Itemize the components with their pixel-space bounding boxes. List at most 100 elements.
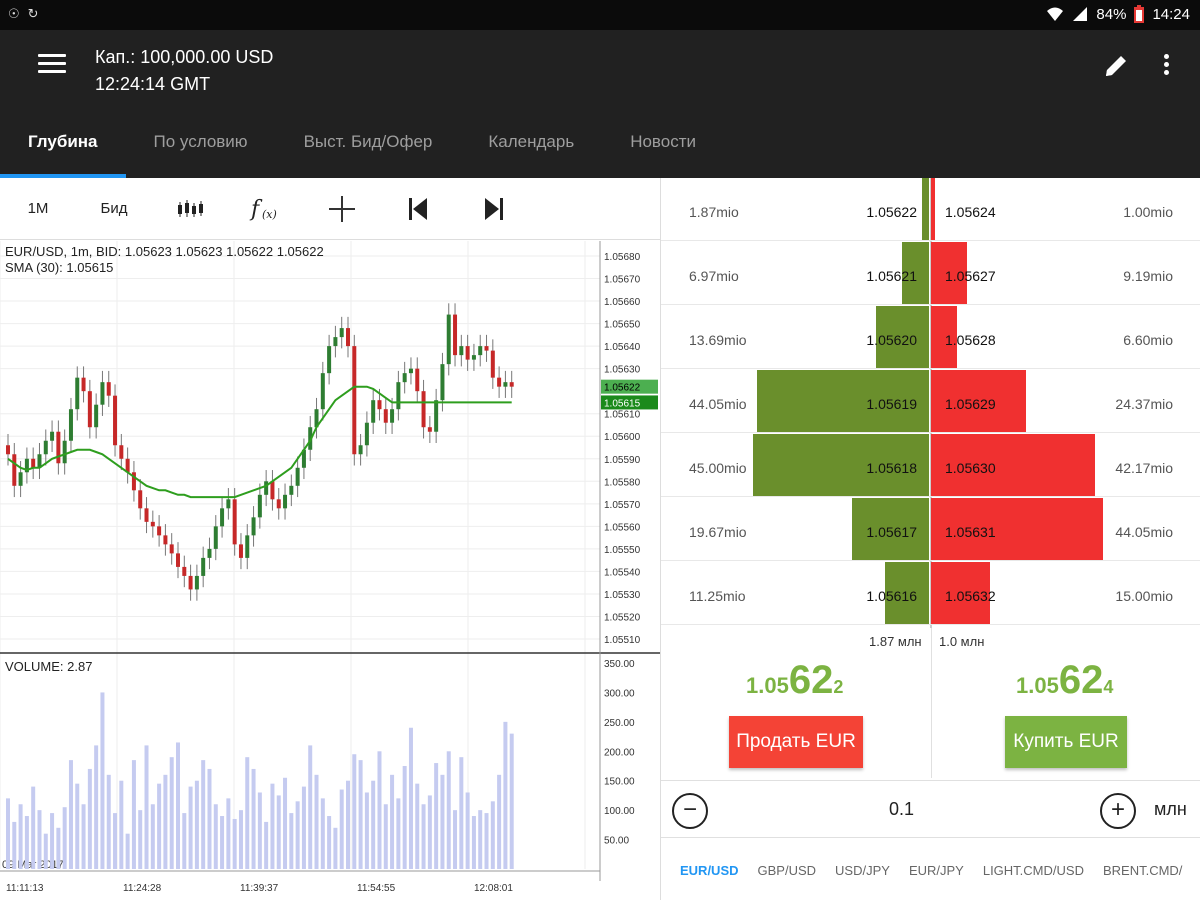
skip-next-icon bbox=[485, 197, 503, 220]
price-chart[interactable]: 1.05680 1.05670 1.05660 1.05650 1.05640 1.056… bbox=[0, 241, 660, 900]
ask-depth-bar bbox=[931, 370, 1026, 432]
bid-price: 1.05619 bbox=[866, 396, 917, 412]
sell-button[interactable]: Продать EUR bbox=[729, 716, 863, 768]
sell-price: 1.05622 bbox=[746, 658, 843, 703]
volume-bar bbox=[478, 810, 483, 869]
pair-usdjpy[interactable]: USD/JPY bbox=[835, 862, 890, 878]
quantity-stepper: − 0.1 + млн bbox=[661, 780, 1200, 838]
menu-button[interactable] bbox=[38, 54, 66, 78]
volume-bar bbox=[62, 807, 67, 869]
bid-volume: 45.00mio bbox=[689, 460, 747, 476]
volume-bar bbox=[213, 804, 218, 869]
timeframe-button[interactable]: 1М bbox=[27, 200, 49, 217]
time-tick-label: 11:54:55 bbox=[357, 883, 396, 894]
candle bbox=[163, 535, 168, 545]
hamburger-icon bbox=[38, 54, 66, 57]
volume-bar bbox=[188, 786, 193, 869]
crosshair-button[interactable] bbox=[304, 194, 380, 224]
tab-news[interactable]: Новости bbox=[630, 132, 697, 151]
chart-type-button[interactable] bbox=[152, 199, 228, 219]
candle bbox=[453, 314, 458, 356]
volume-bar bbox=[509, 733, 514, 869]
decrease-quantity-button[interactable]: − bbox=[672, 793, 708, 829]
volume-bar bbox=[295, 801, 300, 869]
volume-bar bbox=[68, 760, 73, 869]
chart-canvas[interactable]: 1.05680 1.05670 1.05660 1.05650 1.05640 1.056… bbox=[0, 241, 660, 900]
quantity-unit: млн bbox=[1154, 799, 1187, 819]
candle bbox=[245, 535, 250, 558]
candle bbox=[390, 409, 395, 423]
volume-bar bbox=[396, 798, 401, 869]
bid-volume: 44.05mio bbox=[689, 396, 747, 412]
volume-bar bbox=[289, 813, 294, 869]
ask-price: 1.05632 bbox=[945, 588, 996, 604]
scroll-start-button[interactable] bbox=[380, 196, 456, 222]
candle bbox=[301, 449, 306, 468]
pair-gbpusd[interactable]: GBP/USD bbox=[757, 862, 817, 878]
volume-bar bbox=[408, 727, 413, 869]
volume-bar bbox=[352, 754, 357, 869]
sma-tag-label: 1.05615 bbox=[604, 398, 641, 409]
volume-bar bbox=[245, 757, 250, 869]
volume-bar bbox=[18, 804, 23, 869]
ask-volume: 9.19mio bbox=[1123, 268, 1173, 284]
trade-panel: 1.87 млн 1.0 млн 1.05622 1.05624 Продать… bbox=[660, 628, 1200, 900]
volume-bar bbox=[201, 760, 206, 869]
more-options-button[interactable] bbox=[1156, 52, 1176, 80]
volume-bar bbox=[238, 810, 243, 869]
time-tick-label: 12:08:01 bbox=[474, 883, 513, 894]
bid-depth-bar bbox=[757, 370, 929, 432]
candle bbox=[484, 346, 489, 351]
volume-bar bbox=[75, 783, 80, 869]
ask-price: 1.05630 bbox=[945, 460, 996, 476]
volume-bar bbox=[276, 795, 281, 869]
price-tick-label: 1.05640 bbox=[604, 342, 641, 353]
volume-bar bbox=[465, 792, 470, 869]
book-row[interactable]: 11.25mio 1.05616 1.05632 15.00mio bbox=[661, 562, 1200, 625]
pair-brent-cmd[interactable]: BRENT.CMD/ bbox=[1102, 862, 1183, 878]
price-tag-box bbox=[601, 379, 658, 394]
volume-bar bbox=[37, 810, 42, 869]
increase-quantity-button[interactable]: + bbox=[1100, 793, 1136, 829]
indicators-button[interactable]: f (x) bbox=[228, 194, 304, 224]
quantity-value[interactable]: 0.1 bbox=[889, 799, 915, 819]
book-row[interactable]: 44.05mio 1.05619 1.05629 24.37mio bbox=[661, 370, 1200, 433]
book-row[interactable]: 1.87mio 1.05622 1.05624 1.00mio bbox=[661, 178, 1200, 241]
pair-eurjpy[interactable]: EUR/JPY bbox=[908, 862, 964, 878]
candle bbox=[427, 427, 432, 432]
book-row[interactable]: 6.97mio 1.05621 1.05627 9.19mio bbox=[661, 242, 1200, 305]
volume-bar bbox=[459, 757, 464, 869]
tab-bid-offer[interactable]: Выст. Бид/Офер bbox=[303, 132, 433, 151]
hamburger-line bbox=[38, 62, 66, 65]
tab-calendar[interactable]: Календарь bbox=[488, 132, 575, 151]
volume-bar bbox=[503, 721, 508, 869]
candle bbox=[220, 508, 225, 527]
candle bbox=[289, 485, 294, 495]
bid-price: 1.05622 bbox=[866, 204, 917, 220]
pair-eurusd[interactable]: EUR/USD bbox=[680, 862, 739, 878]
book-row[interactable]: 45.00mio 1.05618 1.05630 42.17mio bbox=[661, 434, 1200, 497]
tab-conditional[interactable]: По условию bbox=[153, 132, 248, 151]
edit-button[interactable] bbox=[1102, 52, 1130, 80]
buy-button[interactable]: Купить EUR bbox=[1005, 716, 1127, 768]
bid-depth-bar bbox=[902, 242, 929, 304]
scroll-end-button[interactable] bbox=[456, 196, 532, 222]
volume-bar bbox=[81, 804, 86, 869]
volume-tick-label: 350.00 bbox=[604, 659, 635, 670]
book-row[interactable]: 19.67mio 1.05617 1.05631 44.05mio bbox=[661, 498, 1200, 561]
tab-depth[interactable]: Глубина bbox=[0, 120, 126, 178]
volume-bar bbox=[270, 783, 275, 869]
volume-bar bbox=[358, 760, 363, 869]
volume-bar bbox=[446, 751, 451, 869]
candle bbox=[327, 346, 332, 374]
pair-light-cmd[interactable]: LIGHT.CMD/USD bbox=[982, 862, 1084, 878]
battery-percent: 84% bbox=[1096, 5, 1127, 23]
buy-price-prefix: 1.05 bbox=[1016, 673, 1059, 698]
book-row[interactable]: 13.69mio 1.05620 1.05628 6.60mio bbox=[661, 306, 1200, 369]
price-side-button[interactable]: Бид bbox=[100, 200, 128, 217]
candle bbox=[24, 458, 29, 473]
volume-bar bbox=[6, 798, 10, 869]
ask-volume: 15.00mio bbox=[1115, 588, 1173, 604]
volume-bar bbox=[257, 792, 262, 869]
function-icon: f (x) bbox=[249, 197, 277, 222]
